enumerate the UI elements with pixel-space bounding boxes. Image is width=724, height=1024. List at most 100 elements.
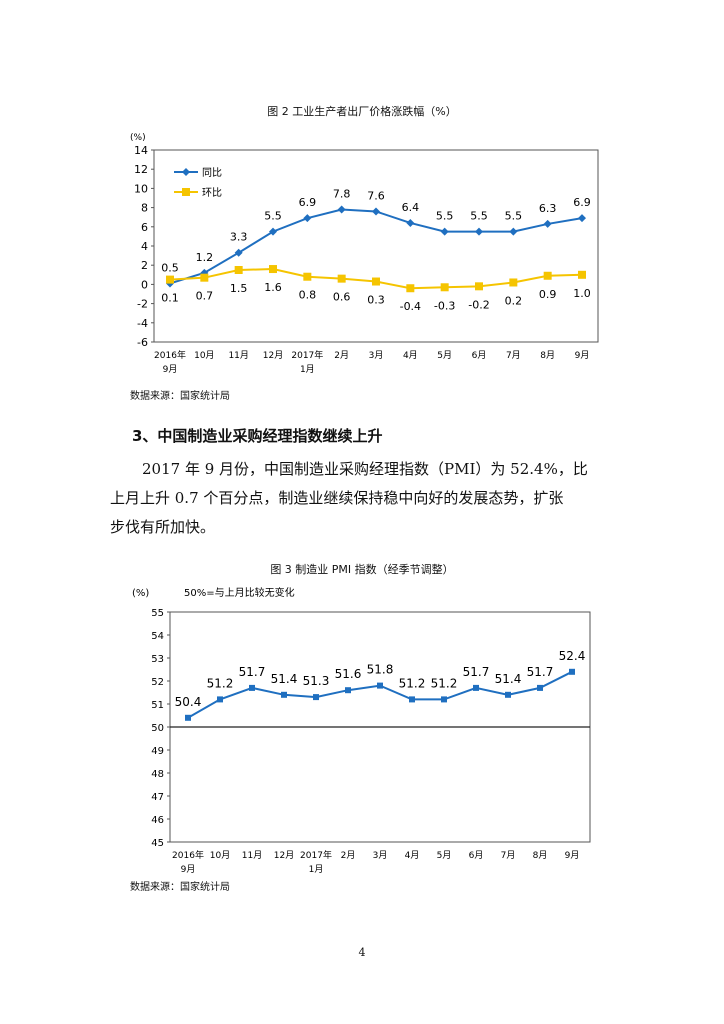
y-tick-label: 47 [151,792,164,803]
data-label: 0.6 [333,291,351,304]
y-tick-label: -2 [137,298,148,311]
y-tick-label: 51 [151,700,164,711]
data-point [440,283,449,292]
data-label: 51.4 [271,672,298,686]
data-label: 0.2 [505,294,523,307]
y-tick-label: 2 [141,259,148,272]
data-point [505,691,511,698]
y-tick-label: 4 [141,240,148,253]
data-point [578,270,586,279]
data-label: -0.4 [400,300,421,313]
data-point [337,205,346,214]
ppi-line-chart: (%)14 12 10 8 6 4 2 0 -2 -4 -6 2016年 9月 10月 11月 12月 2017… [130,133,599,375]
x-tick-label: 10月 [210,850,230,861]
data-point [409,696,415,703]
y-tick-label: 46 [151,815,164,826]
y-tick-label: 12 [134,163,148,176]
data-label: 0.3 [367,294,385,307]
data-label: 51.7 [463,665,490,679]
y-tick-label: 55 [151,608,164,619]
y-axis-unit: (%) [130,133,146,143]
section-heading: 3、中国制造业采购经理指数继续上升 [132,427,383,445]
chart-annotation: 50%=与上月比较无变化 [184,586,295,599]
y-tick-label: 45 [151,838,164,849]
figure-3-source: 数据来源：国家统计局 [130,882,230,893]
x-tick-label: 5月 [437,850,452,861]
legend-marker [182,168,190,176]
y-tick-label: 49 [151,746,164,757]
legend-label: 环比 [202,187,222,199]
x-tick-label: 10月 [194,350,214,361]
data-label: 1.2 [196,251,214,264]
data-point [578,214,586,223]
data-point [281,691,287,698]
y-tick-label: 50 [151,723,164,734]
data-label: 51.7 [239,665,266,679]
figure-2-source: 数据来源：国家统计局 [130,391,230,402]
y-tick-label: -6 [137,336,148,349]
data-point [475,282,483,291]
data-point [337,274,346,283]
x-tick-label: 1月 [300,364,315,375]
data-label: 5.5 [264,210,282,223]
paragraph-line: 2017 年 9 月份，中国制造业采购经理指数（PMI）为 52.4%，比 [142,460,588,478]
x-tick-label: 8月 [533,850,548,861]
x-tick-label: 4月 [405,850,420,861]
x-tick-label: 6月 [472,350,487,361]
y-tick-label: 14 [134,144,148,157]
data-label: 0.7 [196,290,214,303]
data-point [200,273,209,282]
data-point [509,227,518,236]
data-label: 1.6 [264,281,282,294]
data-point [569,668,575,675]
data-label: 51.3 [303,674,330,688]
data-point [543,219,552,228]
body-paragraph: 2017 年 9 月份，中国制造业采购经理指数（PMI）为 52.4%，比 上月… [110,455,622,542]
x-tick-label: 7月 [506,350,521,361]
y-tick-label: 6 [141,221,148,234]
data-point [269,227,277,236]
x-tick-label: 2017年 [291,349,323,361]
x-tick-label: 1月 [309,864,324,875]
pmi-line-chart: (%) 50%=与上月比较无变化 55 54 53 52 51 50 49 48 47 46 45 201… [132,586,591,875]
x-tick-label: 9月 [575,350,590,361]
data-point [475,227,483,236]
data-label: 5.5 [436,210,454,223]
page-number: 4 [358,946,366,959]
data-label: 51.2 [207,676,234,690]
data-point [473,684,479,691]
data-label: 0.5 [161,261,179,274]
data-label: 51.2 [399,676,426,690]
data-point [441,696,447,703]
data-point [303,272,312,281]
x-tick-label: 3月 [369,350,384,361]
data-label: 6.3 [539,202,557,215]
x-tick-label: 9月 [565,850,580,861]
data-point [377,682,383,689]
y-tick-label: 53 [151,654,164,665]
paragraph-line: 步伐有所加快。 [110,518,216,536]
data-label: 6.4 [402,201,420,214]
data-point [543,271,552,280]
data-label: 51.6 [335,667,362,681]
y-tick-label: 0 [141,278,148,291]
figure-3-title: 图 3 制造业 PMI 指数（经季节调整） [270,563,454,576]
x-tick-label: 2016年 [172,849,204,861]
x-tick-label: 11月 [228,350,248,361]
data-point [166,275,174,284]
legend-label: 同比 [202,167,222,179]
data-label: 0.9 [539,288,557,301]
data-label: 52.4 [559,649,586,663]
y-tick-label: 10 [134,182,148,195]
data-label: 0.1 [161,292,179,305]
x-tick-label: 7月 [501,850,516,861]
x-tick-label: 12月 [263,350,283,361]
data-label: 51.2 [431,676,458,690]
data-label: 7.8 [333,188,351,201]
x-tick-label: 12月 [274,850,294,861]
data-label: 5.5 [505,210,523,223]
data-label: 51.7 [527,665,554,679]
data-point [406,218,415,227]
data-point [345,687,351,694]
data-label: -0.3 [434,299,455,312]
